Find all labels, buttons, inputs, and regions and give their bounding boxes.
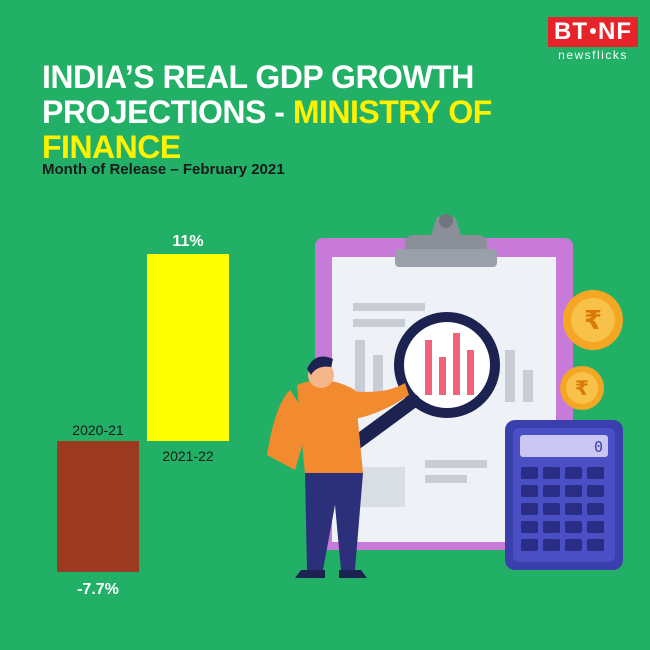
calculator-key <box>543 503 560 515</box>
brand-logo: BT NF newsflicks <box>548 17 638 63</box>
title-line-2: PROJECTIONS - MINISTRY OF FINANCE <box>42 95 602 165</box>
value-label-2020-21: -7.7% <box>77 581 119 598</box>
calculator-key <box>543 539 560 551</box>
logo-bt: BT <box>554 18 588 45</box>
title-highlight: MINISTRY OF FINANCE <box>42 94 492 165</box>
calculator-key <box>543 467 560 479</box>
calculator-key <box>543 485 560 497</box>
bar-2020-21 <box>57 441 139 572</box>
calculator-key <box>565 485 582 497</box>
calculator-key <box>587 539 604 551</box>
calculator-key <box>565 467 582 479</box>
calculator-keys <box>521 467 604 551</box>
logo-tagline: newsflicks <box>558 48 628 62</box>
page-title: INDIA’S REAL GDP GROWTH PROJECTIONS - MI… <box>42 60 602 165</box>
person-icon <box>267 356 409 578</box>
calculator-key <box>521 467 538 479</box>
calculator-key <box>521 503 538 515</box>
rupee-coin-icon: ₹ <box>563 290 623 350</box>
category-label-2021-22: 2021-22 <box>162 448 214 464</box>
calculator-key <box>565 539 582 551</box>
rupee-coin-small-icon: ₹ <box>560 366 604 410</box>
logo-mark: BT NF <box>548 17 638 47</box>
page-subtitle: Month of Release – February 2021 <box>42 161 285 178</box>
calculator-key <box>587 503 604 515</box>
category-label-2020-21: 2020-21 <box>72 422 124 438</box>
calculator-key <box>521 521 538 533</box>
calculator-key <box>587 521 604 533</box>
svg-text:₹: ₹ <box>584 306 602 336</box>
title-line-2-white: PROJECTIONS - <box>42 94 293 130</box>
calculator-key <box>565 503 582 515</box>
bar-2021-22 <box>147 254 229 441</box>
title-line-1: INDIA’S REAL GDP GROWTH <box>42 59 474 95</box>
calculator-key <box>587 467 604 479</box>
calculator-key <box>587 485 604 497</box>
calculator-key <box>521 539 538 551</box>
svg-text:₹: ₹ <box>575 376 589 400</box>
logo-nf: NF <box>598 18 632 45</box>
calculator-key <box>521 485 538 497</box>
logo-dot-icon <box>590 27 596 34</box>
calculator-key <box>543 521 560 533</box>
value-label-2021-22: 11% <box>172 233 203 250</box>
calculator-key <box>565 521 582 533</box>
finance-illustration: ₹ ₹ 0 <box>267 214 623 578</box>
svg-text:0: 0 <box>594 438 603 456</box>
